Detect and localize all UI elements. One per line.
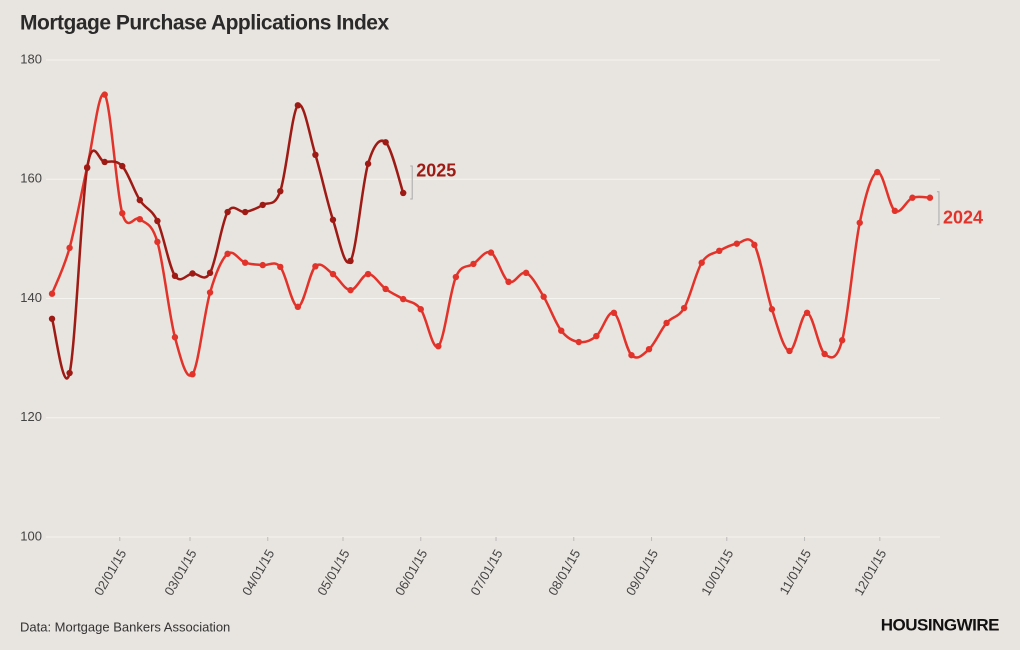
y-tick-label: 140 bbox=[20, 290, 42, 305]
point bbox=[189, 270, 196, 277]
point bbox=[224, 250, 231, 257]
point bbox=[417, 306, 424, 313]
point bbox=[856, 219, 863, 226]
point bbox=[347, 286, 354, 294]
point bbox=[294, 102, 302, 109]
point bbox=[347, 257, 354, 265]
point bbox=[751, 241, 758, 249]
point bbox=[224, 208, 231, 216]
point bbox=[505, 278, 512, 286]
point bbox=[733, 240, 741, 247]
point bbox=[522, 269, 530, 277]
point bbox=[645, 345, 653, 353]
point bbox=[400, 295, 407, 303]
y-tick-label: 160 bbox=[20, 171, 42, 186]
point bbox=[277, 187, 284, 195]
point bbox=[277, 263, 284, 271]
point bbox=[382, 139, 389, 146]
point bbox=[558, 327, 565, 334]
point bbox=[189, 371, 196, 378]
point bbox=[400, 189, 407, 197]
point bbox=[891, 207, 899, 215]
point bbox=[136, 215, 144, 223]
point bbox=[101, 91, 108, 98]
point bbox=[593, 332, 600, 340]
point bbox=[716, 247, 723, 254]
point bbox=[803, 309, 811, 317]
point bbox=[48, 290, 56, 297]
point bbox=[312, 263, 319, 270]
series-label: 2025 bbox=[416, 161, 456, 181]
source: Data: Mortgage Bankers Association bbox=[20, 619, 230, 634]
point bbox=[329, 216, 337, 223]
point bbox=[786, 347, 793, 355]
point bbox=[628, 351, 635, 359]
point bbox=[119, 162, 126, 170]
series-line bbox=[50, 92, 931, 377]
point bbox=[540, 293, 547, 300]
point bbox=[364, 160, 372, 167]
point bbox=[610, 309, 618, 317]
point bbox=[698, 259, 705, 266]
point bbox=[259, 261, 266, 269]
point bbox=[154, 238, 161, 246]
point bbox=[435, 343, 442, 350]
point bbox=[154, 217, 161, 225]
point bbox=[206, 269, 214, 277]
point bbox=[575, 338, 582, 346]
point bbox=[66, 369, 73, 377]
y-tick-label: 100 bbox=[20, 528, 42, 543]
point bbox=[663, 319, 670, 327]
chart-title: Mortgage Purchase Applications Index bbox=[20, 12, 389, 35]
point bbox=[768, 306, 776, 313]
label-bracket bbox=[410, 165, 413, 200]
point bbox=[452, 273, 460, 281]
point bbox=[874, 168, 881, 176]
point bbox=[66, 244, 73, 252]
point bbox=[101, 158, 108, 166]
point bbox=[171, 272, 179, 280]
point bbox=[364, 270, 372, 278]
point bbox=[241, 208, 249, 216]
point bbox=[83, 164, 91, 172]
y-tick-label: 120 bbox=[20, 409, 42, 424]
point bbox=[821, 350, 828, 358]
point bbox=[136, 196, 144, 204]
point bbox=[926, 194, 934, 201]
point bbox=[909, 194, 916, 201]
point bbox=[329, 270, 337, 278]
point bbox=[680, 304, 688, 312]
point bbox=[470, 260, 477, 268]
point bbox=[382, 285, 389, 293]
point bbox=[119, 210, 126, 217]
point bbox=[171, 334, 179, 341]
label-bracket bbox=[936, 191, 940, 226]
point bbox=[294, 303, 302, 311]
series-label: 2024 bbox=[943, 207, 983, 227]
point bbox=[487, 249, 495, 256]
y-tick-label: 180 bbox=[20, 51, 42, 66]
point bbox=[241, 259, 249, 266]
point bbox=[312, 151, 319, 159]
series-line bbox=[50, 103, 405, 380]
point bbox=[48, 315, 56, 322]
point bbox=[206, 289, 214, 296]
brand: HOUSINGWIRE bbox=[881, 615, 999, 634]
point bbox=[838, 337, 846, 344]
point bbox=[259, 201, 266, 209]
